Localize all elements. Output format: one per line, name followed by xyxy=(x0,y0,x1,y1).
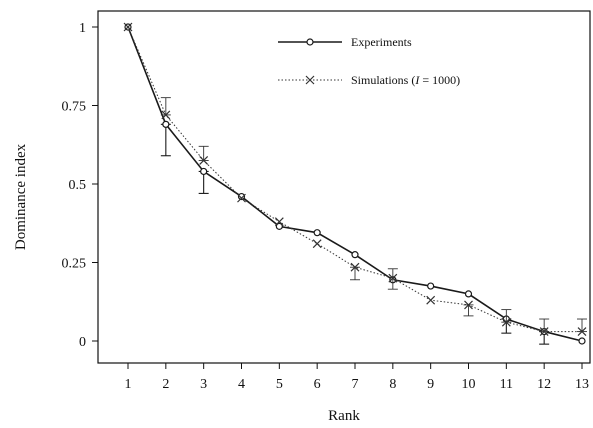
legend-label-experiments: Experiments xyxy=(351,35,412,49)
x-tick-label: 3 xyxy=(200,377,207,392)
data-point-simulations xyxy=(237,193,246,203)
x-tick-label: 4 xyxy=(238,377,245,392)
error-bar xyxy=(577,318,587,333)
x-tick-label: 13 xyxy=(575,377,589,392)
data-point-simulations xyxy=(161,110,171,120)
x-tick-label: 6 xyxy=(314,377,321,392)
data-point-simulations xyxy=(199,156,209,165)
y-tick-label: 0.25 xyxy=(62,257,87,272)
legend-label-simulations-suffix: = 1000) xyxy=(419,73,460,87)
legend-marker-simulations xyxy=(305,75,315,85)
data-point-simulations xyxy=(350,262,360,272)
data-point-experiments xyxy=(578,337,586,345)
data-point-experiments xyxy=(200,167,208,176)
legend-item-simulations: Simulations (I = 1000) xyxy=(278,73,460,87)
legend: Experiments Simulations (I = 1000) xyxy=(278,35,460,87)
data-point-experiments xyxy=(427,282,435,290)
data-point-simulations xyxy=(274,217,284,227)
data-point-experiments xyxy=(464,290,473,298)
data-point-simulations xyxy=(501,317,511,327)
data-point-experiments xyxy=(351,251,359,259)
data-point-experiments xyxy=(162,120,170,128)
x-tick-label: 5 xyxy=(276,377,283,392)
legend-label-simulations-prefix: Simulations ( xyxy=(351,73,415,87)
series-layer xyxy=(123,22,587,345)
data-point-simulations xyxy=(464,300,473,310)
legend-marker-experiments xyxy=(306,38,314,46)
data-point-simulations xyxy=(312,239,322,249)
x-tick-label: 10 xyxy=(462,377,476,392)
x-axis-label: Rank xyxy=(328,408,360,424)
data-point-simulations xyxy=(123,22,133,32)
legend-label-simulations-italic: I xyxy=(414,73,420,87)
legend-label-simulations: Simulations (I = 1000) xyxy=(351,73,460,87)
y-tick-label: 0.75 xyxy=(62,100,87,115)
error-bar xyxy=(198,145,209,161)
error-bar xyxy=(160,97,171,116)
y-tick-label: 1 xyxy=(79,21,86,36)
plot-frame xyxy=(97,10,591,364)
x-tick-label: 9 xyxy=(427,377,434,392)
data-point-simulations xyxy=(388,273,398,283)
x-tick-label: 1 xyxy=(125,377,132,392)
data-point-experiments xyxy=(275,222,283,230)
x-tick-label: 7 xyxy=(352,377,359,392)
data-point-simulations xyxy=(426,295,436,305)
x-tick-label: 11 xyxy=(500,377,513,392)
data-point-simulations xyxy=(539,327,549,337)
y-axis-ticks: 0 0.25 0.5 0.75 1 xyxy=(62,21,98,350)
data-point-experiments xyxy=(313,229,321,237)
x-axis-ticks: 1 2 3 4 5 6 7 8 9 10 11 12 13 xyxy=(125,363,589,392)
x-tick-label: 12 xyxy=(537,377,551,392)
legend-item-experiments: Experiments xyxy=(278,35,412,49)
y-tick-label: 0 xyxy=(79,335,86,350)
error-bar xyxy=(350,266,360,281)
y-tick-label: 0.5 xyxy=(69,178,87,193)
x-tick-label: 2 xyxy=(162,377,169,392)
series-simulations xyxy=(123,22,587,337)
x-tick-label: 8 xyxy=(389,377,396,392)
y-axis-label: Dominance index xyxy=(13,143,29,250)
data-point-simulations xyxy=(577,327,587,337)
data-point-experiments xyxy=(237,192,246,201)
